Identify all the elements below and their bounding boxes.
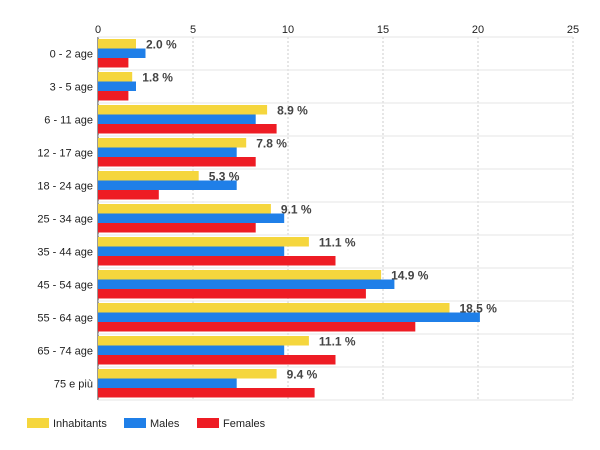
bar-females bbox=[98, 190, 159, 200]
x-axis-ticks: 0 5 10 15 20 25 bbox=[95, 24, 579, 36]
bar-males bbox=[98, 279, 395, 289]
bar-inhabitants bbox=[98, 369, 277, 379]
category-label: 6 - 11 age bbox=[44, 114, 93, 126]
data-label: 11.1 % bbox=[319, 235, 356, 249]
legend-item-inhabitants[interactable]: Inhabitants bbox=[27, 418, 107, 430]
category-label: 55 - 64 age bbox=[37, 312, 93, 324]
bar-females bbox=[98, 124, 277, 134]
data-label: 9.4 % bbox=[287, 367, 318, 381]
category-label: 18 - 24 age bbox=[37, 180, 93, 192]
bar-males bbox=[98, 345, 285, 355]
category-label: 35 - 44 age bbox=[37, 246, 93, 258]
x-tick-label: 15 bbox=[377, 24, 389, 36]
bar-females bbox=[98, 355, 336, 365]
x-tick-label: 5 bbox=[190, 24, 196, 36]
bar-inhabitants bbox=[98, 303, 450, 313]
bars bbox=[98, 39, 480, 398]
category-label: 65 - 74 age bbox=[37, 345, 93, 357]
data-label: 1.8 % bbox=[142, 70, 173, 84]
data-label: 5.3 % bbox=[209, 169, 240, 183]
bar-males bbox=[98, 213, 285, 223]
legend-swatch bbox=[197, 418, 219, 428]
bar-females bbox=[98, 289, 366, 299]
bar-males bbox=[98, 246, 285, 256]
bar-females bbox=[98, 322, 416, 332]
bar-males bbox=[98, 48, 146, 58]
y-axis-categories: 0 - 2 age 3 - 5 age 6 - 11 age 12 - 17 age 1… bbox=[37, 48, 93, 390]
bar-males bbox=[98, 312, 480, 322]
bar-inhabitants bbox=[98, 270, 382, 280]
category-label: 45 - 54 age bbox=[37, 279, 93, 291]
bar-males bbox=[98, 81, 136, 91]
category-label: 0 - 2 age bbox=[50, 48, 93, 60]
data-label: 7.8 % bbox=[256, 136, 287, 150]
legend-swatch bbox=[27, 418, 49, 428]
category-dividers bbox=[98, 36, 573, 401]
bar-males bbox=[98, 180, 237, 190]
legend-item-females[interactable]: Females bbox=[197, 418, 266, 430]
category-label: 25 - 34 age bbox=[37, 213, 93, 225]
data-label: 14.9 % bbox=[391, 268, 429, 282]
data-label: 9.1 % bbox=[281, 202, 312, 216]
bar-inhabitants bbox=[98, 336, 309, 346]
x-tick-label: 20 bbox=[472, 24, 484, 36]
bar-males bbox=[98, 147, 237, 157]
category-label: 75 e più bbox=[54, 378, 93, 390]
x-tick-label: 0 bbox=[95, 24, 101, 36]
data-label: 11.1 % bbox=[319, 334, 356, 348]
category-label: 12 - 17 age bbox=[37, 147, 93, 159]
bar-inhabitants bbox=[98, 237, 309, 247]
legend-label: Males bbox=[150, 418, 180, 430]
bar-females bbox=[98, 223, 256, 233]
bar-inhabitants bbox=[98, 171, 199, 181]
legend-item-males[interactable]: Males bbox=[124, 418, 180, 430]
legend-label: Inhabitants bbox=[53, 418, 107, 430]
bar-females bbox=[98, 91, 129, 101]
bar-inhabitants bbox=[98, 204, 271, 214]
bar-inhabitants bbox=[98, 138, 247, 148]
bar-females bbox=[98, 256, 336, 266]
legend-label: Females bbox=[223, 418, 266, 430]
bar-inhabitants bbox=[98, 72, 133, 82]
data-label: 2.0 % bbox=[146, 37, 177, 51]
bar-inhabitants bbox=[98, 105, 268, 115]
category-label: 3 - 5 age bbox=[50, 81, 93, 93]
data-label: 18.5 % bbox=[460, 301, 498, 315]
data-labels: 2.0 % 1.8 % 8.9 % 7.8 % 5.3 % 9.1 % 11.1 % 14.9… bbox=[142, 37, 497, 381]
x-tick-label: 25 bbox=[567, 24, 579, 36]
bar-females bbox=[98, 58, 129, 68]
data-label: 8.9 % bbox=[277, 103, 308, 117]
bar-inhabitants bbox=[98, 39, 136, 49]
legend-swatch bbox=[124, 418, 146, 428]
bar-males bbox=[98, 114, 256, 124]
bar-females bbox=[98, 157, 256, 167]
bar-females bbox=[98, 388, 315, 398]
legend: Inhabitants Males Females bbox=[27, 418, 266, 430]
bar-males bbox=[98, 378, 237, 388]
x-tick-label: 10 bbox=[282, 24, 294, 36]
